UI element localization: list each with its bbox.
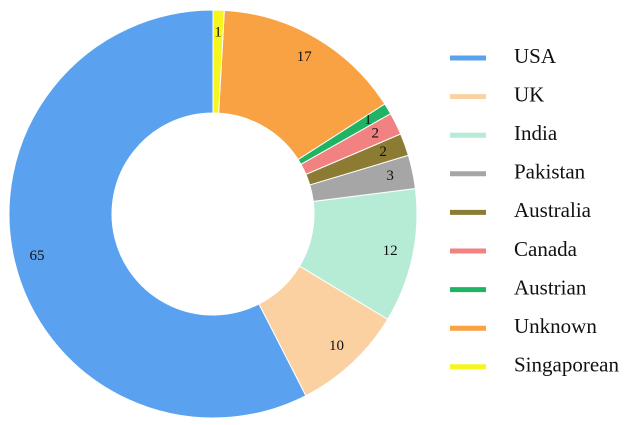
legend-label: Canada <box>514 237 578 261</box>
slice-label: 10 <box>329 338 344 354</box>
slice-label: 2 <box>372 125 380 141</box>
slice-label: 1 <box>214 25 222 41</box>
slice-label: 1 <box>364 112 372 128</box>
legend-label: India <box>514 121 558 145</box>
donut-slice <box>212 9 225 114</box>
slice-label: 2 <box>379 144 387 160</box>
slice-label: 17 <box>297 49 313 65</box>
legend-label: Singaporean <box>514 353 619 377</box>
legend-label: Pakistan <box>514 160 586 184</box>
donut-slice <box>218 9 386 161</box>
legend-label: UK <box>514 82 544 106</box>
legend-label: Australia <box>514 198 592 222</box>
legend-label: Unknown <box>514 314 597 338</box>
slice-label: 3 <box>386 168 394 184</box>
legend-label: Austrian <box>514 275 587 299</box>
legend-label: USA <box>514 44 557 68</box>
donut-slice <box>8 9 307 419</box>
slice-label: 65 <box>30 248 45 264</box>
slice-label: 12 <box>383 243 398 259</box>
